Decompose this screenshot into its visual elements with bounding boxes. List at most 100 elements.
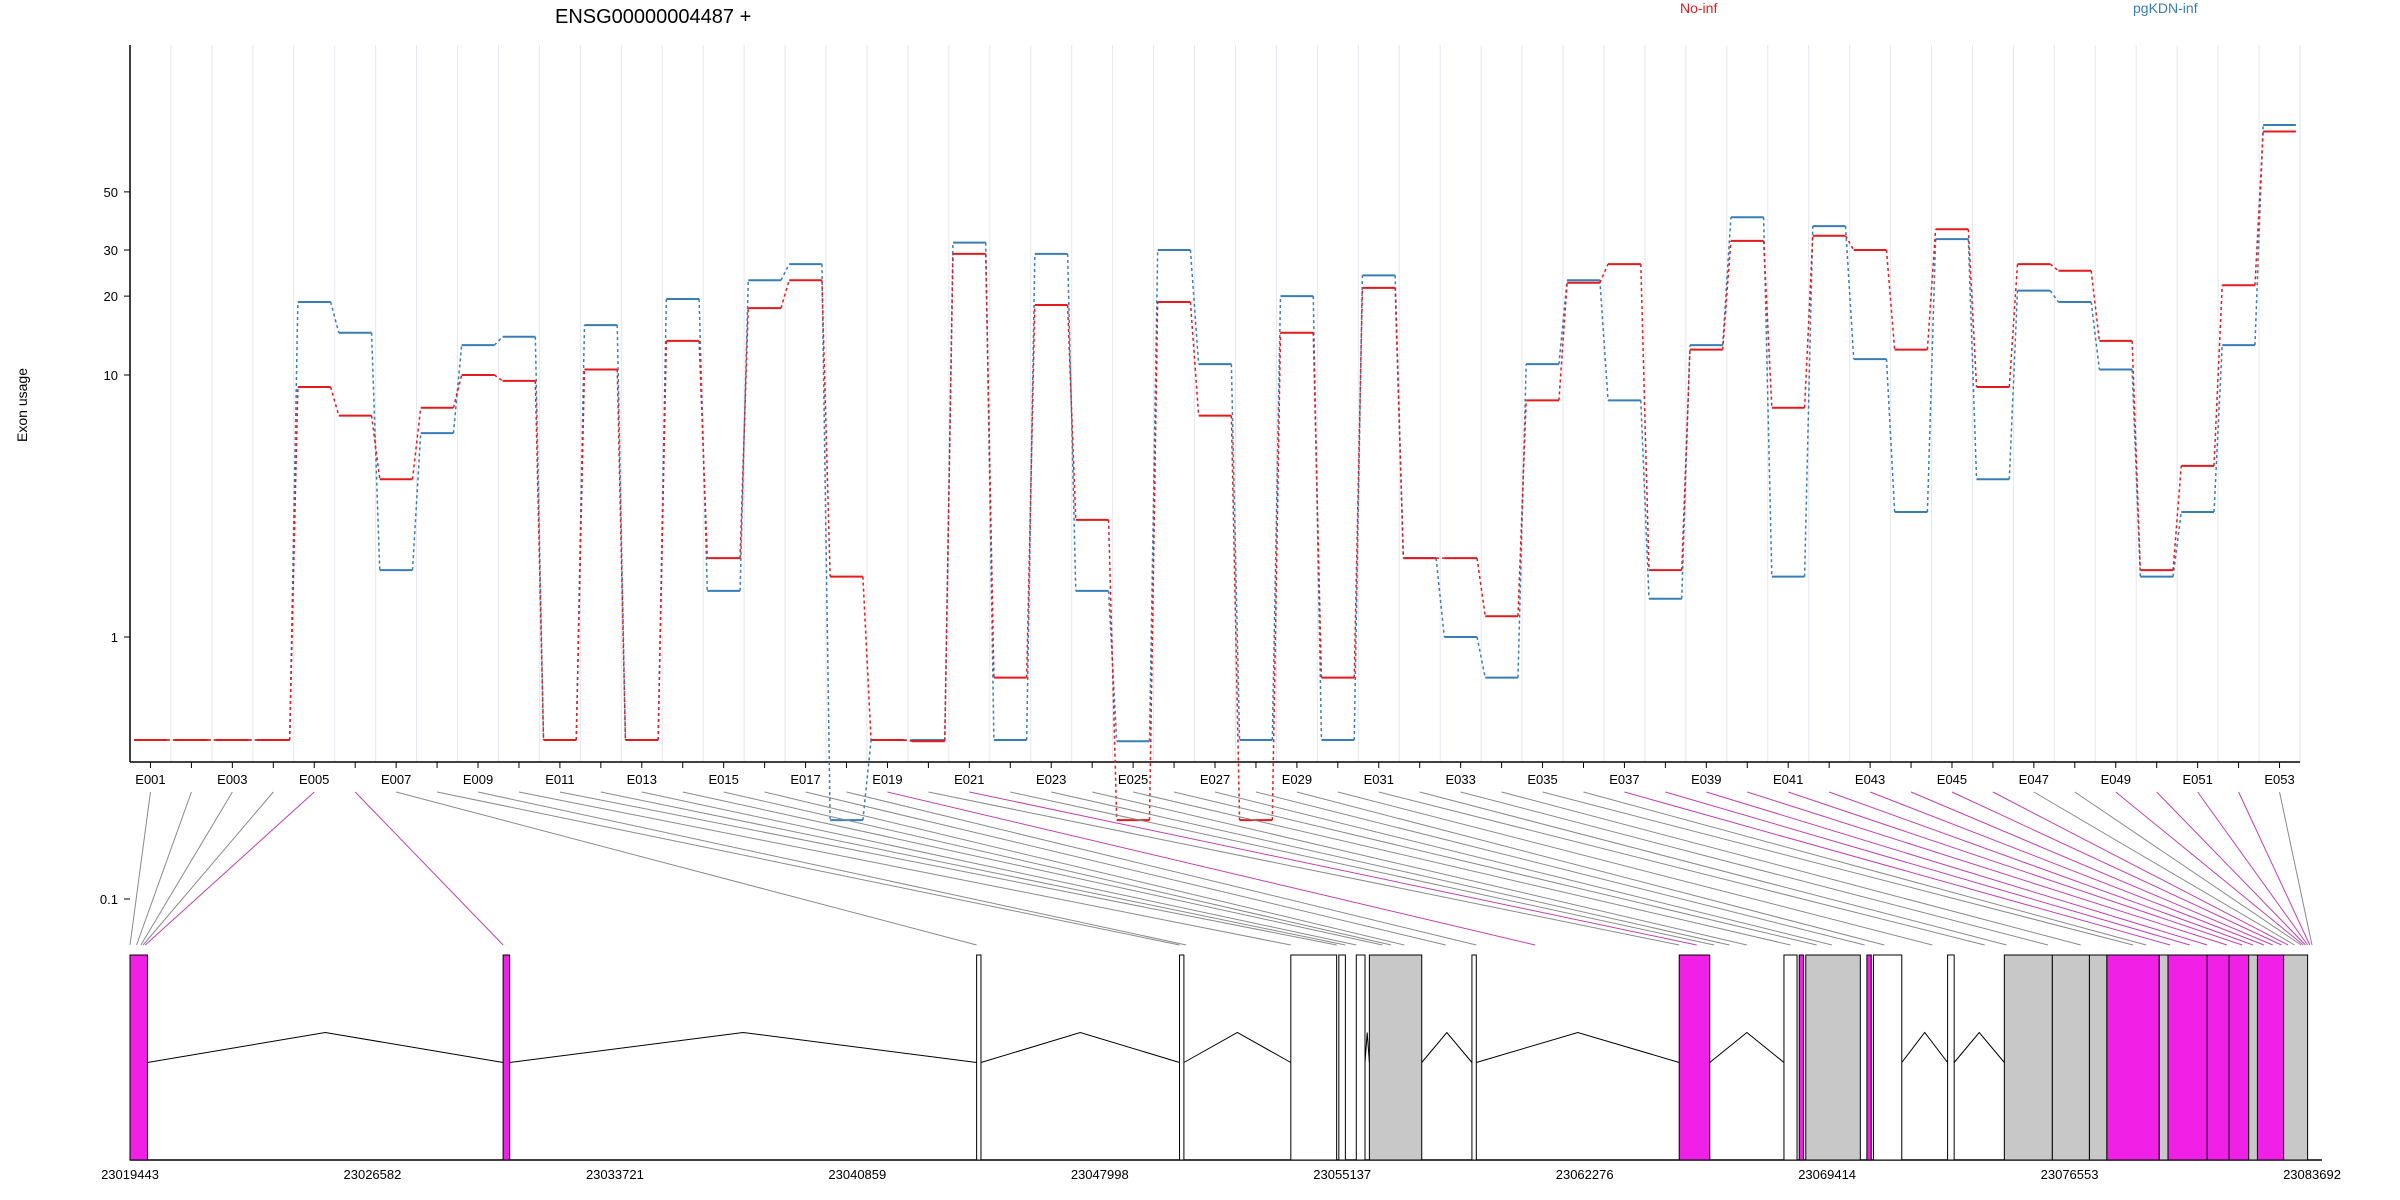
exon-block — [2003, 954, 2053, 1161]
y-tick-label: 30 — [104, 243, 118, 258]
x-tick-label: E023 — [1036, 772, 1066, 787]
x-tick-label: E019 — [872, 772, 902, 787]
series-connector — [2008, 290, 2019, 480]
exon-connector — [129, 791, 151, 946]
series-connector — [984, 242, 995, 741]
exon-block — [1678, 954, 1711, 1161]
x-tick-label: E035 — [1527, 772, 1557, 787]
exon-block — [1471, 954, 1477, 1161]
series-connector — [2254, 131, 2264, 286]
exon-block — [1783, 954, 1798, 1161]
series-connector — [1476, 558, 1486, 617]
coordinate-label: 23047998 — [1071, 1167, 1129, 1182]
exon-block — [1805, 954, 1861, 1161]
series-connector — [2213, 345, 2223, 513]
y-tick-label: 10 — [104, 368, 118, 383]
legend-pgkdn-inf: pgKDN-inf — [2133, 0, 2198, 16]
exon-block — [1290, 954, 1338, 1161]
coordinate-label: 23026582 — [344, 1167, 402, 1182]
x-tick-label: E049 — [2101, 772, 2131, 787]
exon-connector — [1132, 791, 1791, 946]
intron-line — [1953, 1031, 2005, 1063]
y-tick-label: 50 — [104, 185, 118, 200]
x-tick-label: E043 — [1855, 772, 1885, 787]
x-tick-label: E033 — [1445, 772, 1475, 787]
exon-block — [1368, 954, 1423, 1161]
exon-block — [1338, 954, 1346, 1161]
exon-connector — [136, 791, 192, 946]
series-connector — [493, 374, 504, 382]
gene-model: 23019443 23026582 23033721 23040859 23047998… — [101, 954, 2341, 1182]
y-tick-label: 1 — [111, 630, 118, 645]
exon-connector — [1092, 791, 1747, 946]
exon-connector — [2074, 791, 2302, 946]
chart-title: ENSG00000004487 + — [555, 6, 751, 28]
series-connector — [1885, 249, 1896, 350]
x-tick-label: E039 — [1691, 772, 1721, 787]
series-connector — [1681, 349, 1691, 571]
exon-connector — [1951, 791, 2282, 946]
exon-connector — [1378, 791, 1985, 946]
legend-no-inf: No-inf — [1680, 0, 1717, 16]
exon-connector — [805, 791, 1446, 946]
exon-connector — [436, 791, 1180, 946]
exon-connector — [682, 791, 1383, 946]
series-connector — [370, 415, 381, 480]
series-connector — [2131, 340, 2142, 571]
x-tick-label: E051 — [2182, 772, 2212, 787]
y-axis-label: Exon usage — [14, 368, 30, 442]
series-connector — [411, 433, 422, 571]
series-connector — [1558, 280, 1568, 365]
series-connector — [821, 264, 831, 821]
exon-connector — [1501, 791, 2081, 946]
exon-connector — [1255, 791, 1865, 946]
x-tick-label: E031 — [1364, 772, 1394, 787]
x-tick-label: E015 — [708, 772, 738, 787]
x-tick-label: E003 — [217, 772, 247, 787]
exon-connector — [559, 791, 1337, 946]
exon-block — [1947, 954, 1955, 1161]
series-connector — [1558, 282, 1568, 401]
series-connector — [698, 340, 709, 559]
exon-connector — [1624, 791, 2171, 946]
series-connector — [780, 280, 790, 309]
coordinate-label: 23076553 — [2041, 1167, 2099, 1182]
x-tick-label: E045 — [1937, 772, 1967, 787]
y-tick-label: 20 — [104, 289, 118, 304]
series-connector — [1271, 296, 1282, 741]
series-connector — [1189, 249, 1200, 365]
series-connector — [329, 301, 340, 333]
exon-connector — [142, 791, 274, 946]
exon-connector — [969, 791, 1697, 946]
exon-block — [2051, 954, 2090, 1161]
series-connector — [1230, 364, 1241, 741]
exon-connector — [1992, 791, 2289, 946]
exon-connector — [764, 791, 1405, 946]
exon-block — [2206, 954, 2230, 1161]
series-connector — [329, 386, 340, 416]
exon-connector — [1828, 791, 2254, 946]
exon-connector — [2279, 791, 2313, 946]
series-connector — [1803, 235, 1814, 408]
series-connector — [1148, 301, 1159, 821]
exon-connector — [846, 791, 1477, 946]
x-tick-label: E027 — [1200, 772, 1230, 787]
series-connector — [2254, 124, 2264, 346]
exon-connector — [1460, 791, 2049, 946]
coordinate-label: 23033721 — [586, 1167, 644, 1182]
x-tick-label: E029 — [1282, 772, 1312, 787]
exon-block — [2088, 954, 2108, 1161]
coordinate-label: 23069414 — [1798, 1167, 1856, 1182]
series-connector — [1476, 636, 1486, 678]
series-connector — [1435, 558, 1446, 638]
exon-connector — [2197, 791, 2309, 946]
exon-block — [2167, 954, 2208, 1161]
series-connector — [1148, 249, 1159, 742]
x-tick-label: E041 — [1773, 772, 1803, 787]
exon-block — [976, 954, 982, 1161]
series-connector — [1189, 301, 1200, 416]
coordinate-label: 23019443 — [101, 1167, 159, 1182]
exon-connector — [723, 791, 1392, 946]
exon-block — [1355, 954, 1366, 1161]
intron-line — [1901, 1031, 1949, 1063]
